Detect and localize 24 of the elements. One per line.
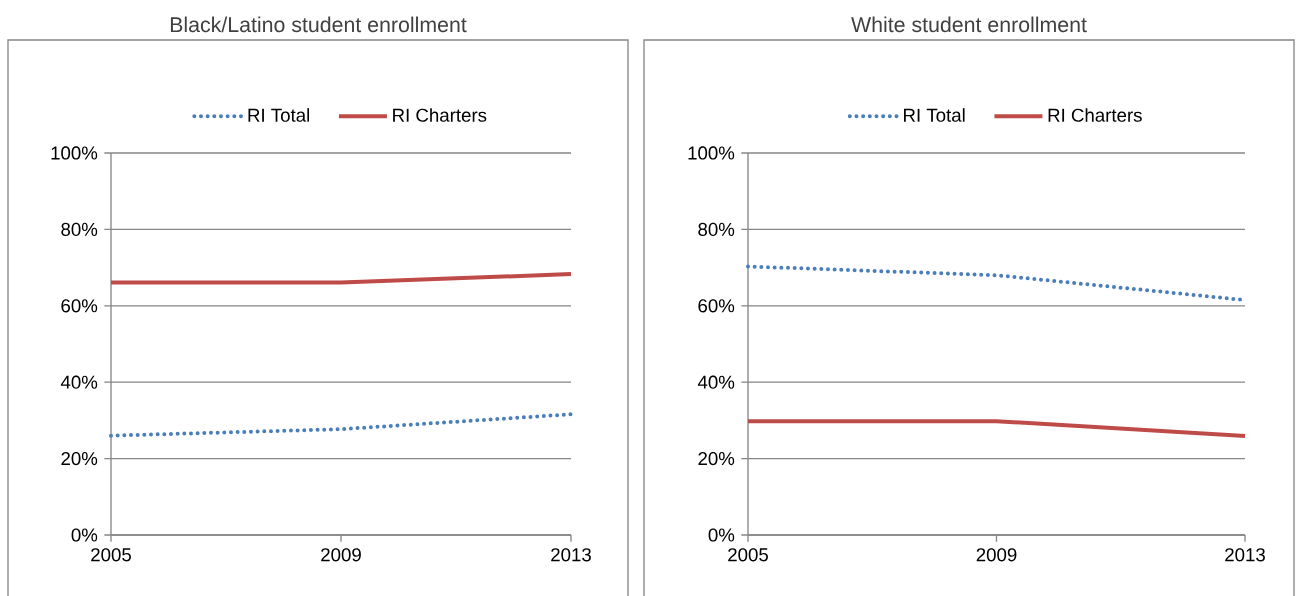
legend-label: RI Charters bbox=[393, 108, 487, 122]
chart-title: White student enrollment bbox=[851, 16, 1087, 33]
legend-label: RI Total bbox=[248, 108, 310, 122]
x-tick-label: 2009 bbox=[321, 548, 361, 562]
x-tick-label: 2005 bbox=[728, 548, 768, 562]
chart-title: Black/Latino student enrollment bbox=[170, 16, 467, 33]
y-tick-label: 20% bbox=[698, 451, 735, 466]
x-tick-label: 2005 bbox=[91, 548, 131, 562]
y-tick-label: 40% bbox=[60, 375, 98, 389]
y-tick-label: 60% bbox=[698, 299, 735, 313]
y-tick-label: 0% bbox=[71, 528, 98, 542]
y-tick-label: 100% bbox=[688, 146, 735, 160]
legend-label: RI Total bbox=[904, 108, 965, 122]
legend-label: RI Charters bbox=[1048, 108, 1142, 122]
x-tick-label: 2013 bbox=[1225, 548, 1265, 562]
y-tick-label: 40% bbox=[697, 375, 735, 389]
y-tick-label: 80% bbox=[61, 222, 98, 237]
y-tick-label: 80% bbox=[698, 222, 735, 237]
x-tick-label: 2009 bbox=[976, 548, 1017, 562]
y-tick-label: 20% bbox=[61, 451, 98, 466]
y-tick-label: 100% bbox=[51, 146, 98, 160]
x-tick-label: 2013 bbox=[551, 548, 591, 562]
y-tick-label: 60% bbox=[61, 299, 98, 313]
y-tick-label: 0% bbox=[708, 528, 735, 542]
